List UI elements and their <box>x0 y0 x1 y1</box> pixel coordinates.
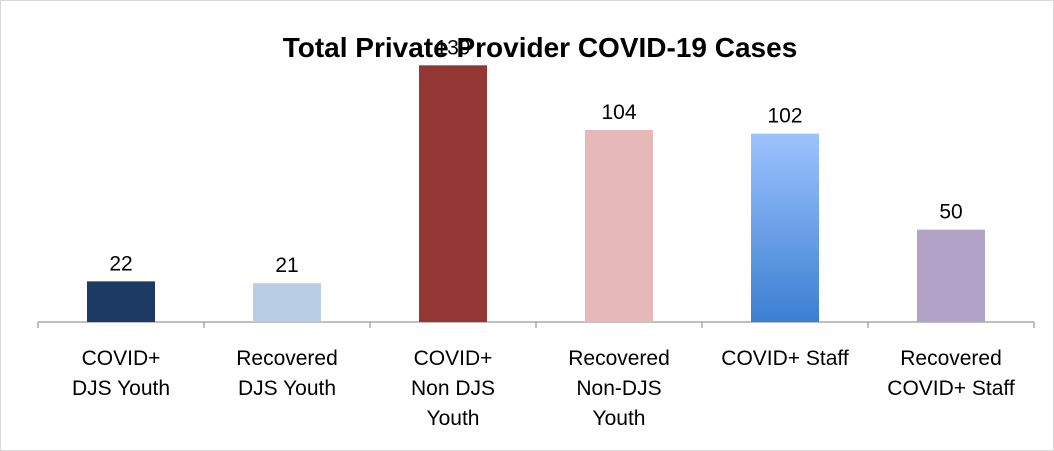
category-label-line: Non-DJS <box>576 377 661 400</box>
category-label-line: Recovered <box>900 347 1002 370</box>
category-label-line: Youth <box>593 407 646 430</box>
bar-5 <box>917 230 985 322</box>
bar-1 <box>253 283 321 322</box>
category-label-line: Non DJS <box>411 377 495 400</box>
data-label-0: 22 <box>109 252 132 275</box>
category-label-4: COVID+ Staff <box>721 347 849 370</box>
category-label-line: Recovered <box>568 347 670 370</box>
bar-0 <box>87 281 155 322</box>
data-label-5: 50 <box>939 201 962 224</box>
data-label-2: 139 <box>435 36 470 59</box>
category-label-line: DJS Youth <box>238 377 336 400</box>
category-label-line: Recovered <box>236 347 338 370</box>
category-label-line: DJS Youth <box>72 377 170 400</box>
bar-4 <box>751 134 819 322</box>
category-label-line: Youth <box>427 407 480 430</box>
category-label-line: COVID+ Staff <box>887 377 1015 400</box>
chart-title: Total Private Provider COVID-19 Cases <box>283 32 798 63</box>
category-label-line: COVID+ <box>82 347 161 370</box>
bar-3 <box>585 130 653 322</box>
bar-2 <box>419 65 487 322</box>
category-label-line: COVID+ Staff <box>721 347 849 370</box>
category-label-line: COVID+ <box>414 347 493 370</box>
data-label-3: 104 <box>601 101 636 124</box>
data-label-4: 102 <box>767 105 802 128</box>
data-label-1: 21 <box>275 254 298 277</box>
